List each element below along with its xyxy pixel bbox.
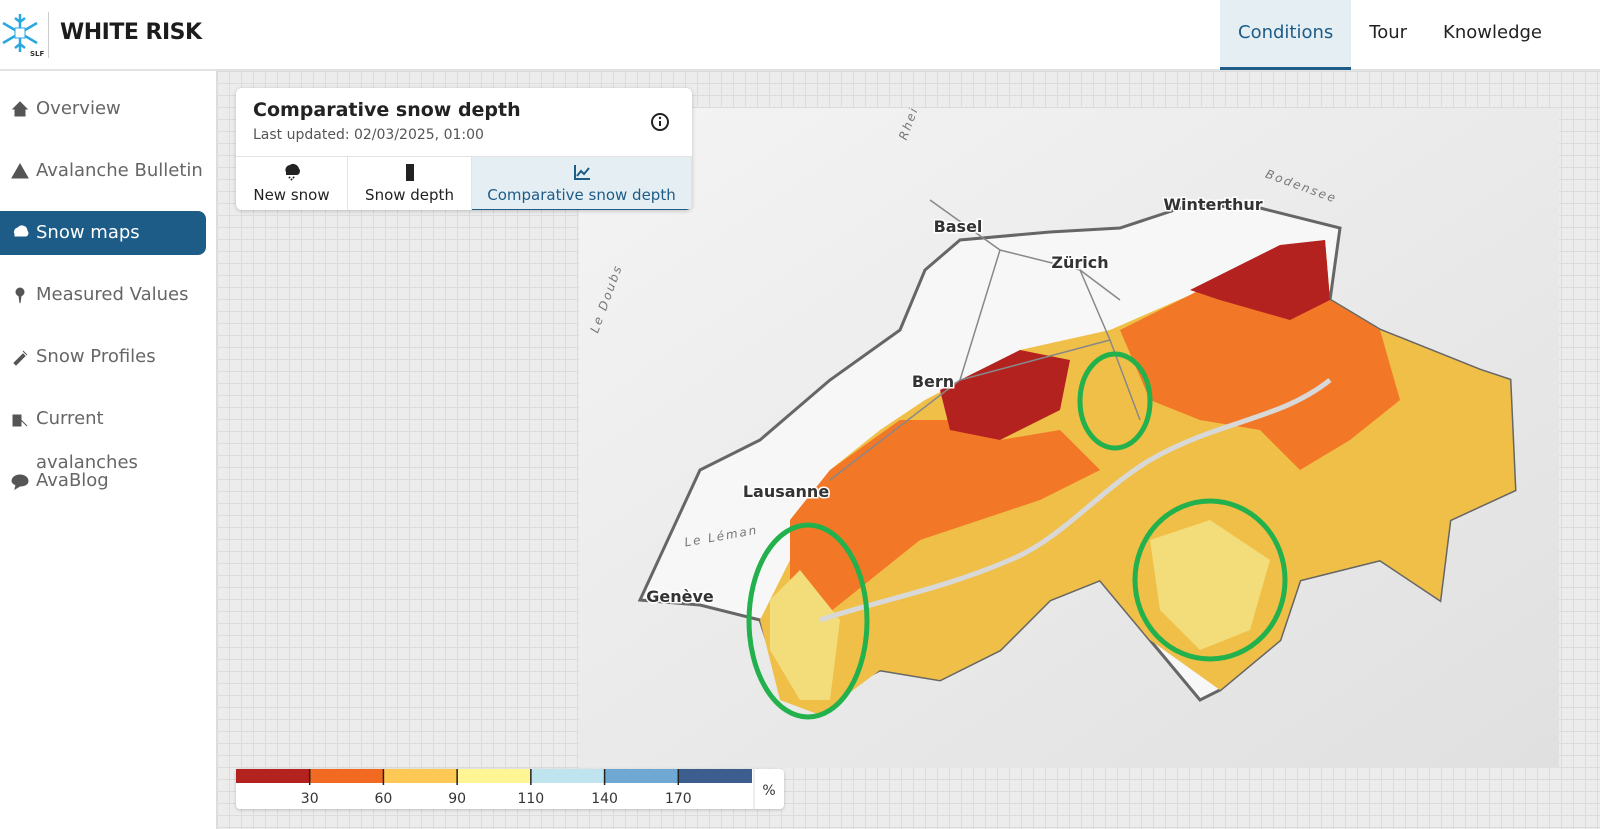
sidebar-item[interactable]: Snow maps <box>0 211 206 255</box>
legend-color <box>236 769 310 783</box>
sidebar-item[interactable]: Measured Values <box>0 273 206 317</box>
info-button[interactable] <box>650 112 670 132</box>
highlight-circle <box>746 522 870 720</box>
legend-color <box>383 769 458 783</box>
place-label: Bern <box>912 372 954 391</box>
snow-area <box>790 420 1100 620</box>
divider <box>48 12 49 58</box>
sidebar-icon <box>13 225 29 237</box>
place-label: Basel <box>934 217 983 236</box>
legend-tick-label: 110 <box>517 791 544 807</box>
roads <box>829 199 1141 481</box>
tab-icon <box>405 164 414 181</box>
sidebar-item[interactable]: Overview <box>0 87 206 131</box>
map-panel: Comparative snow depth Last updated: 02/… <box>236 88 692 210</box>
highlight-circle <box>1132 498 1288 662</box>
nav-link[interactable]: Conditions <box>1220 0 1352 70</box>
place-label: Genève <box>646 587 714 606</box>
legend-color <box>678 769 752 783</box>
snow-area <box>1120 240 1400 470</box>
icon-shape <box>12 414 28 427</box>
tabs: New snow Snow depth Comparative snow depth <box>236 156 692 210</box>
snow-area <box>1150 520 1270 650</box>
icon-shape <box>284 163 300 181</box>
sidebar-label: Current avalanches <box>36 408 138 473</box>
icon-shape <box>15 287 25 304</box>
tab[interactable]: New snow <box>236 157 348 210</box>
sidebar-item[interactable]: AvaBlog <box>0 459 206 503</box>
sidebar-icon <box>13 350 28 366</box>
legend-tick-label: 60 <box>375 791 393 807</box>
icon-shape <box>11 162 29 179</box>
header: SLF WHITE RISK Conditions Tour Knowledge <box>0 0 1600 71</box>
sidebar-icon <box>12 414 28 427</box>
legend-tick-label: 140 <box>591 791 618 807</box>
map: BaselZürichWinterthurBernLausanneGenèveL… <box>579 108 1559 768</box>
sidebar: Overview Avalanche Bulletin Snow maps Measu… <box>0 71 217 829</box>
tab-label: Snow depth <box>365 186 454 204</box>
logo: SLF <box>2 14 44 58</box>
sidebar-label: Overview <box>36 98 121 119</box>
place-label: Zürich <box>1051 253 1108 272</box>
panel-title: Comparative snow depth <box>253 99 521 121</box>
sidebar-label: Measured Values <box>36 284 189 305</box>
sidebar-label: Snow Profiles <box>36 346 156 367</box>
tab[interactable]: Comparative snow depth <box>472 157 692 210</box>
nav: Conditions Tour Knowledge <box>1220 0 1560 70</box>
place-label: Lausanne <box>743 482 829 501</box>
tab-label: New snow <box>253 186 330 204</box>
legend-tick-label: 30 <box>301 791 319 807</box>
legend-scale: 30 60 90 110 140 170% <box>236 769 776 809</box>
icon-shape <box>11 474 29 490</box>
valley <box>819 378 1332 623</box>
legend-color <box>457 769 531 783</box>
logo-text: SLF <box>30 50 44 58</box>
place-label: Winterthur <box>1163 195 1262 214</box>
legend-tick-label: 90 <box>448 791 466 807</box>
sidebar-item[interactable]: Avalanche Bulletin <box>0 149 206 193</box>
legend-unit: % <box>762 783 775 799</box>
icon-shape <box>11 101 29 117</box>
legend-color <box>604 769 679 783</box>
nav-link[interactable]: Tour <box>1369 22 1408 43</box>
legend: 30 60 90 110 140 170% <box>236 769 784 809</box>
tab-label: Comparative snow depth <box>487 186 676 204</box>
sidebar-item[interactable]: Snow Profiles <box>0 335 206 379</box>
legend-tick-label: 170 <box>665 791 692 807</box>
highlight-circle <box>1077 351 1153 451</box>
sidebar-item[interactable]: Current avalanches <box>0 397 206 473</box>
snow-area <box>770 570 840 700</box>
sidebar-icon <box>11 101 29 117</box>
last-updated: Last updated: 02/03/2025, 01:00 <box>253 127 484 143</box>
icon-shape <box>405 164 414 181</box>
legend-color <box>530 769 605 783</box>
map-content <box>637 199 1517 720</box>
icon-shape <box>573 165 590 180</box>
sidebar-label: Avalanche Bulletin <box>36 160 203 181</box>
nav-link[interactable]: Knowledge <box>1443 22 1542 43</box>
sidebar-label: AvaBlog <box>36 470 109 491</box>
tab[interactable]: Snow depth <box>348 157 472 210</box>
icon-shape <box>13 350 28 366</box>
sidebar-label: Snow maps <box>36 222 140 243</box>
icon-shape <box>13 225 29 237</box>
sidebar-icon <box>11 162 29 179</box>
legend-color <box>309 769 384 783</box>
tab-icon <box>284 163 300 181</box>
tab-icon <box>573 165 590 180</box>
sidebar-icon <box>11 474 29 490</box>
snow-area <box>1190 240 1330 320</box>
app-title: WHITE RISK <box>60 20 202 45</box>
sidebar-icon <box>15 287 25 304</box>
snow-area <box>940 350 1070 440</box>
